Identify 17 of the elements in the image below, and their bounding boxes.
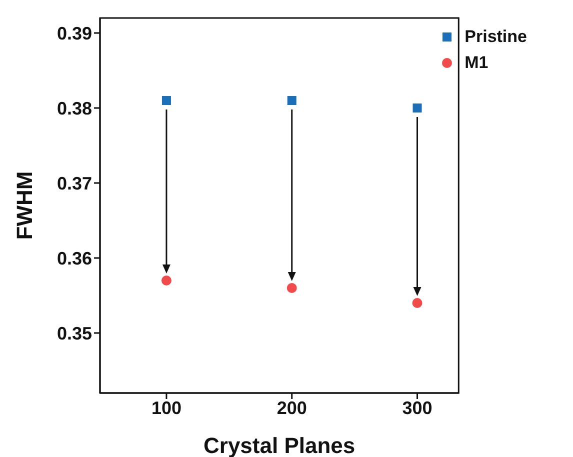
point [161,276,172,286]
point [286,283,297,293]
legend-label: Pristine [464,27,527,47]
point [412,298,422,308]
y-tick-label: 0.37 [56,173,92,194]
x-tick-label: 200 [276,398,307,418]
y-tick-label: 0.36 [56,248,92,268]
y-axis-title: FWHM [12,171,37,240]
x-tick-label: 100 [151,398,182,418]
y-tick-label: 0.39 [56,23,92,44]
point [287,96,296,105]
legend-label: M1 [464,53,488,73]
point [162,96,171,105]
y-tick-label: 0.38 [56,98,92,118]
point [412,104,422,112]
x-tick-label: 300 [402,398,432,418]
y-tick-label: 0.35 [56,323,92,344]
